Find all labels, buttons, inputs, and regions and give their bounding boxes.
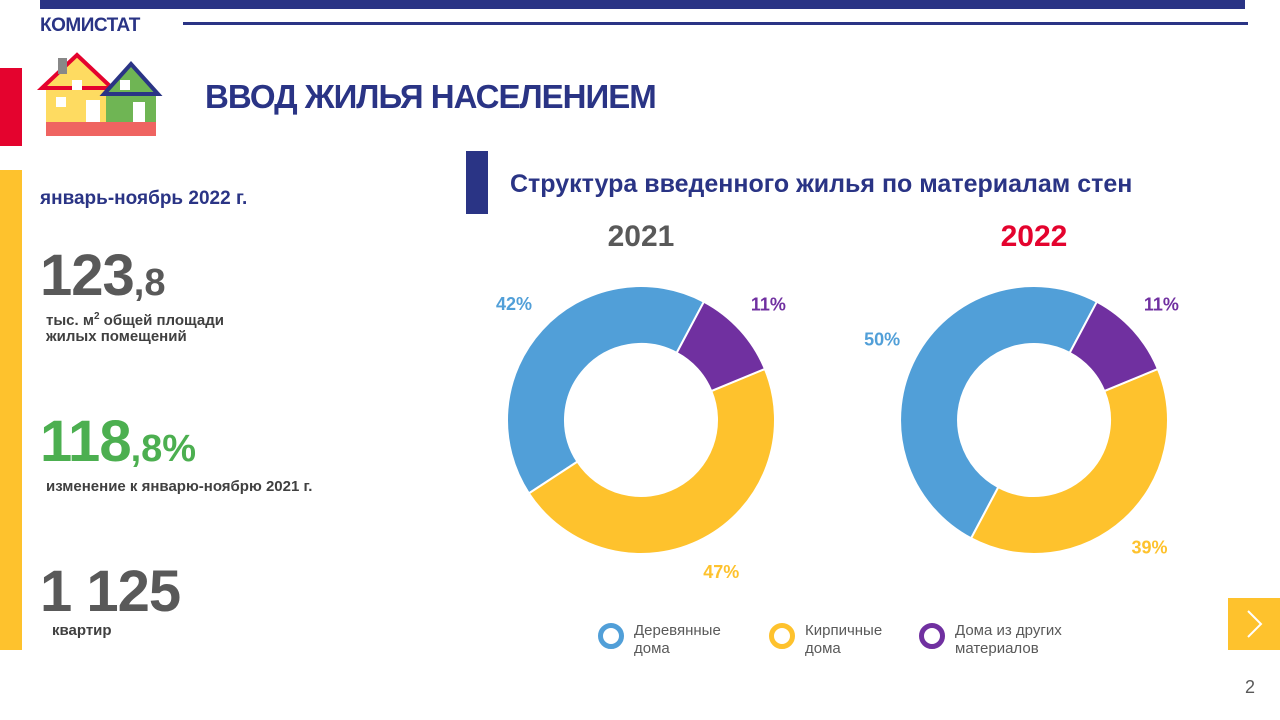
slide-title: ВВОД ЖИЛЬЯ НАСЕЛЕНИЕМ (205, 78, 657, 115)
data-label: 42% (496, 294, 532, 314)
donut-segment (899, 285, 1099, 540)
chart-title: 2021 (608, 220, 675, 253)
legend-item: Дома из других материалов (919, 622, 1085, 658)
stat: 123,8 тыс. м2 общей площади жилых помеще… (40, 242, 224, 345)
donut-segment (506, 285, 706, 495)
donut-segment (527, 367, 776, 555)
legend-label: Деревянные дома (634, 622, 721, 657)
chart-title: 2022 (1001, 220, 1068, 253)
stat: 118,8% изменение к январю-ноябрю 2021 г. (40, 408, 312, 495)
stat-note: изменение к январю-ноябрю 2021 г. (46, 478, 313, 495)
legend-item: Кирпичные дома (769, 622, 895, 658)
data-label: 11% (1144, 294, 1179, 314)
data-label: 11% (751, 294, 786, 314)
period: январь-ноябрь 2022 г. (40, 188, 248, 209)
stat-fraction: ,8% (130, 428, 197, 470)
legend-swatch (919, 623, 945, 649)
legend-label: Кирпичные дома (805, 622, 883, 657)
legend-swatch (769, 623, 795, 649)
stat-main: 118 (40, 409, 132, 474)
donut-segment (1068, 300, 1160, 393)
legend-swatch (598, 623, 624, 649)
stat-unit: тыс. м (46, 312, 94, 329)
charts: 2021 42% 47% 11% 2022 50% 39% 11% (496, 220, 1179, 582)
stat-main: 123 (40, 243, 135, 308)
stat-fraction: ,8 (133, 262, 166, 304)
org-name: КОМИСТАТ (40, 15, 140, 36)
stat-sup: 2 (93, 311, 100, 322)
data-label: 39% (1132, 537, 1168, 557)
data-label: 50% (864, 329, 900, 349)
donut-segment (969, 367, 1169, 555)
red-accent (0, 68, 22, 146)
stat: 1 125 квартир (40, 558, 181, 639)
legend-item: Деревянные дома (598, 622, 744, 658)
stat-main: 1 125 (40, 559, 181, 624)
next-button[interactable] (1228, 598, 1280, 650)
house-icon (36, 52, 163, 136)
top-bar (40, 0, 1245, 9)
data-label: 47% (703, 562, 739, 582)
section-accent (466, 151, 488, 214)
yellow-accent (0, 170, 22, 650)
section-title: Структура введенного жилья по материалам… (510, 170, 1133, 198)
stat-note: общей площади жилых помещений (46, 312, 224, 345)
page-number: 2 (1245, 677, 1255, 697)
legend-label: Дома из других материалов (955, 622, 1062, 657)
stat-note: квартир (52, 622, 112, 639)
donut-segment (675, 300, 767, 393)
next-arrow (1247, 610, 1263, 638)
header-rule (183, 22, 1248, 25)
